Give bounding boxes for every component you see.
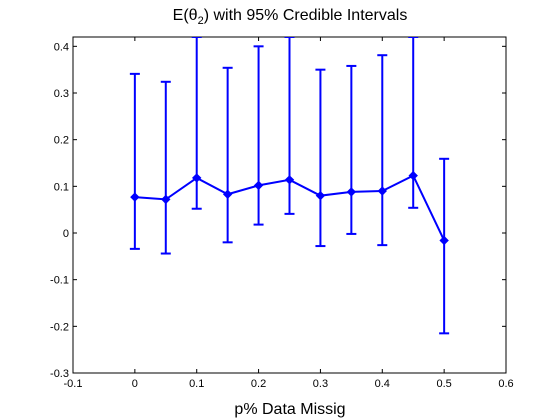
svg-text:E(θ2) with 95% Credible Interv: E(θ2) with 95% Credible Intervals (173, 7, 408, 27)
x-tick-label: 0.3 (313, 378, 328, 390)
data-point-marker (439, 235, 449, 246)
y-tick-label: 0.3 (54, 88, 69, 100)
data-point-marker (377, 186, 387, 196)
data-point-marker (222, 189, 233, 199)
x-tick-label: 0.4 (375, 378, 390, 390)
x-tick-label: 0.1 (189, 378, 204, 390)
y-tick-label: -0.3 (50, 368, 69, 380)
y-axis-ticks: -0.3 -0.2 -0.1 0 0.1 0.2 0.3 0.4 (50, 41, 506, 380)
x-tick-label: 0.5 (436, 378, 451, 390)
data-point-marker (161, 194, 171, 205)
y-tick-label: 0 (63, 228, 69, 240)
y-tick-label: 0.1 (54, 181, 69, 193)
data-point-marker (284, 175, 295, 185)
title: E(θ2) with 95% Credible Intervals (173, 7, 408, 27)
data-point-marker (130, 192, 140, 202)
data-point-marker (315, 190, 326, 201)
title-main: E(θ (173, 7, 198, 24)
title-subscript: 2 (198, 15, 204, 27)
y-tick-label: 0.4 (54, 41, 69, 53)
data-point-marker (192, 173, 202, 183)
y-tick-label: -0.1 (50, 275, 69, 287)
data-point-marker (253, 180, 264, 191)
x-tick-label: 0 (132, 378, 138, 390)
title-rest: ) with 95% Credible Intervals (204, 7, 408, 24)
y-tick-label: 0.2 (54, 135, 69, 147)
y-tick-label: -0.2 (50, 321, 69, 333)
x-tick-label: -0.1 (64, 378, 83, 390)
data-point-marker (408, 170, 418, 181)
data-point-marker (346, 187, 357, 197)
series-group (129, 37, 450, 335)
x-axis-label: p% Data Missig (234, 401, 345, 418)
x-tick-label: 0.2 (251, 378, 266, 390)
x-tick-label: 0.6 (498, 378, 513, 390)
